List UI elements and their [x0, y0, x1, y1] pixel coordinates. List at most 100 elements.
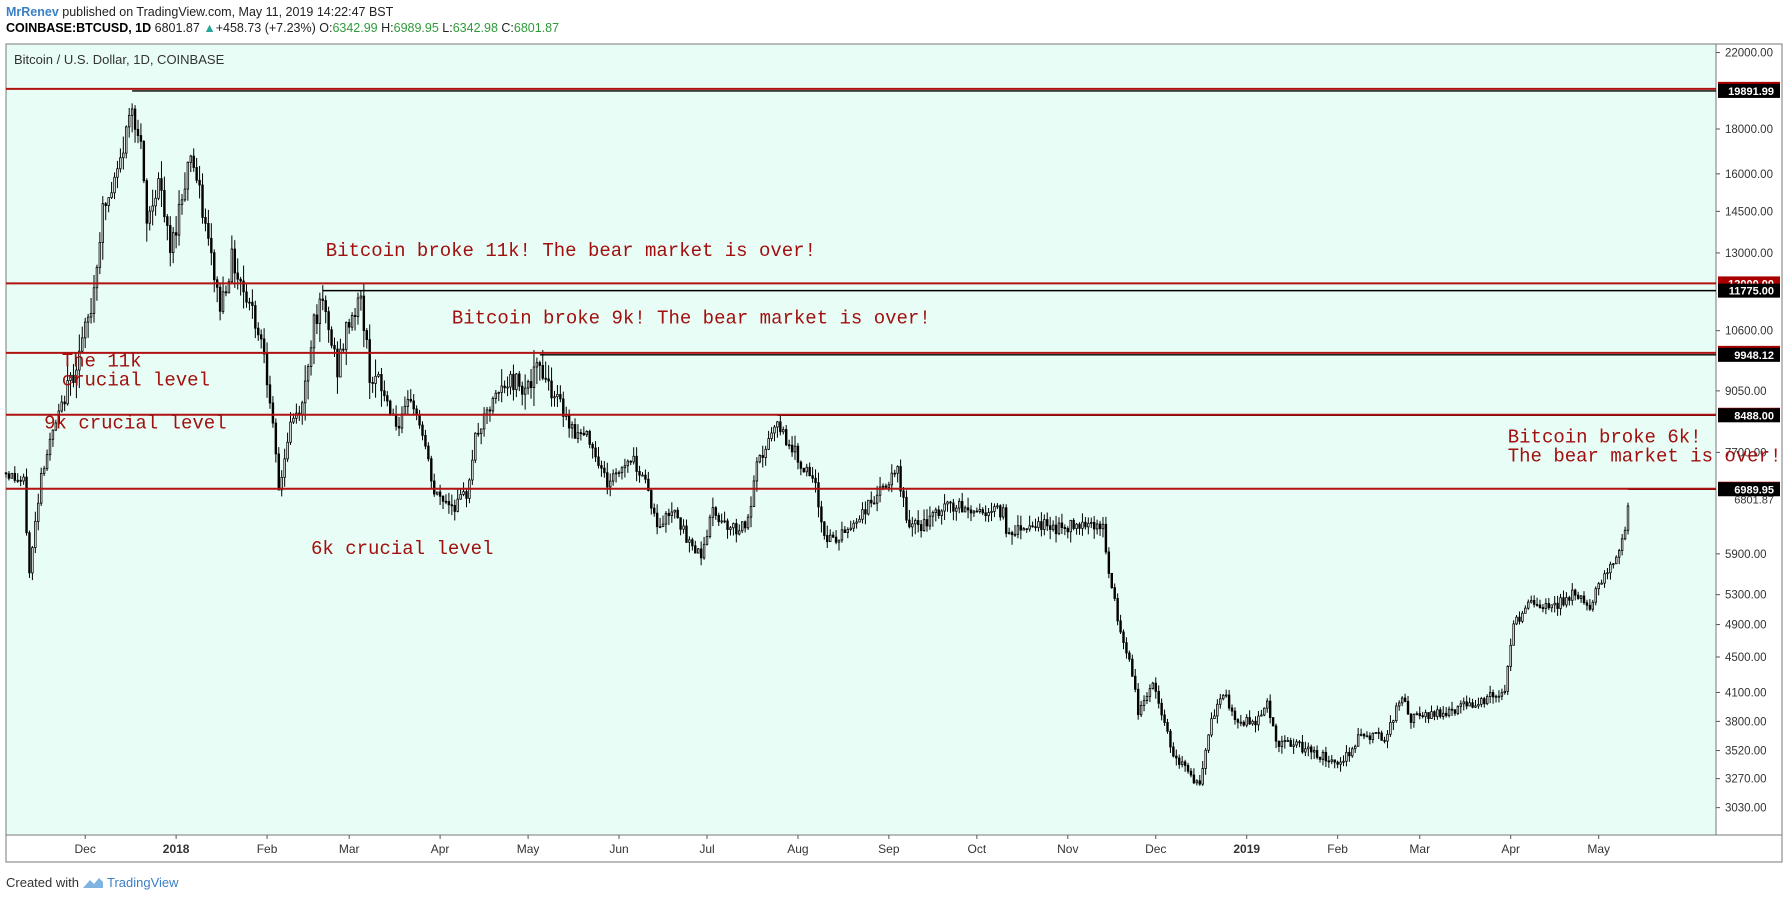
candle-body — [638, 471, 641, 476]
candle-body — [1116, 598, 1119, 622]
candle-body — [1515, 616, 1518, 625]
candle-body — [403, 405, 407, 415]
candle-body — [872, 502, 876, 505]
candle-body — [447, 501, 451, 506]
candle-body — [937, 509, 940, 516]
candle-body — [934, 509, 938, 513]
candle-body — [204, 217, 207, 224]
candle-body — [919, 524, 923, 532]
candle-body — [861, 509, 864, 520]
candle-body — [779, 421, 782, 433]
candle-body — [1263, 707, 1266, 716]
candle-body — [1436, 709, 1439, 717]
candle-body — [893, 472, 896, 475]
candle-body — [474, 432, 477, 461]
candle-body — [1459, 703, 1463, 707]
high-price-label-bg — [1718, 283, 1780, 298]
candle-body — [597, 456, 600, 466]
x-tick-label: Sep — [878, 842, 900, 856]
y-tick-label: 13000.00 — [1725, 248, 1773, 260]
last-price-label: 6801.87 — [1734, 495, 1774, 507]
candle-body — [588, 430, 591, 445]
candle-body — [1066, 528, 1069, 533]
x-tick-label: Apr — [431, 842, 450, 856]
candle-body — [752, 480, 756, 507]
candle-body — [1219, 698, 1222, 705]
candle-body — [547, 378, 550, 382]
annotation-line: The bear market is over! — [1508, 446, 1782, 468]
candle-body — [1336, 761, 1339, 765]
candle-body — [186, 161, 190, 190]
time-axis — [5, 834, 1783, 863]
candle-body — [609, 480, 612, 488]
candle-body — [189, 155, 192, 163]
candle-body — [280, 476, 283, 491]
annotation-line: crucial level — [62, 369, 210, 391]
candle-body — [34, 521, 37, 548]
candle-body — [339, 348, 342, 378]
candle-body — [928, 515, 932, 527]
candle-body — [682, 525, 685, 530]
candle-body — [1521, 612, 1524, 622]
tradingview-logo-icon — [82, 877, 103, 888]
candle-body — [1307, 746, 1310, 750]
candle-body — [1216, 703, 1219, 717]
candle-body — [1060, 522, 1064, 528]
candle-body — [4, 472, 8, 475]
candle-body — [843, 529, 847, 533]
candle-body — [306, 366, 310, 382]
author-link[interactable]: MrRenev — [6, 5, 59, 19]
candle-body — [661, 523, 665, 528]
candle-body — [1090, 522, 1093, 524]
candle-body — [714, 507, 718, 516]
candle-body — [1576, 594, 1580, 599]
candle-body — [1491, 692, 1495, 698]
candle-body — [828, 534, 832, 543]
candle-body — [629, 460, 632, 463]
high-price-label-bg — [1718, 347, 1780, 362]
symbol-name[interactable]: COINBASE:BTCUSD, 1D — [6, 21, 152, 35]
candle-body — [931, 512, 935, 517]
candle-body — [479, 428, 483, 434]
candle-body — [1415, 713, 1419, 716]
candle-body — [19, 479, 22, 482]
candle-body — [1606, 572, 1609, 575]
candle-body — [268, 384, 272, 404]
candle-body — [1166, 722, 1169, 732]
candle-body — [1075, 523, 1078, 529]
candle-body — [952, 502, 955, 512]
candle-body — [239, 278, 242, 282]
candle-body — [83, 321, 87, 339]
candle-body — [723, 520, 726, 523]
candle-body — [277, 453, 280, 491]
candle-body — [758, 455, 762, 463]
candle-body — [283, 458, 286, 478]
candle-body — [210, 237, 213, 254]
candle-body — [1527, 601, 1530, 609]
high-price-label: 9948.12 — [1734, 350, 1774, 362]
candle-body — [884, 485, 888, 488]
candle-body — [412, 400, 415, 410]
y-tick-label: 16000.00 — [1725, 169, 1773, 181]
candle-body — [963, 507, 967, 513]
candle-body — [415, 408, 418, 415]
candle-body — [1104, 523, 1108, 553]
candle-body — [389, 400, 392, 415]
publish-line: MrRenev published on TradingView.com, Ma… — [6, 4, 559, 20]
candle-body — [1151, 682, 1155, 690]
candle-body — [1626, 505, 1630, 531]
tradingview-brand-link[interactable]: TradingView — [106, 875, 179, 890]
candle-body — [735, 523, 738, 535]
candle-body — [570, 424, 574, 429]
candle-body — [1620, 538, 1624, 551]
candle-body — [1040, 521, 1043, 531]
candle-body — [834, 536, 838, 543]
candle-body — [7, 473, 11, 479]
candle-body — [1037, 521, 1040, 529]
candle-body — [1547, 603, 1551, 609]
candle-body — [192, 155, 195, 168]
candle-body — [1447, 708, 1451, 716]
candle-body — [972, 510, 976, 514]
candle-body — [1374, 732, 1377, 734]
